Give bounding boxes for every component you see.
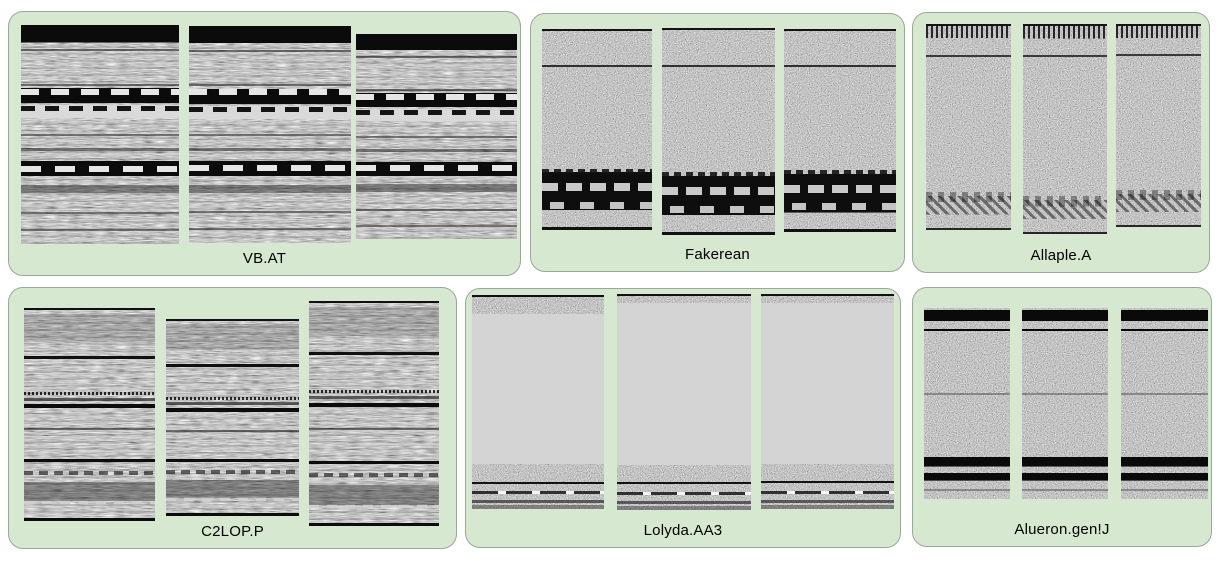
malware-sample-image: [1116, 24, 1201, 227]
noise-texture: [926, 24, 1011, 230]
noise-texture: [189, 26, 351, 243]
malware-sample-image: [356, 34, 517, 239]
noise-texture: [472, 295, 604, 509]
malware-sample-image: [189, 26, 351, 243]
malware-sample-image: [166, 319, 299, 516]
family-label: Allaple.A: [1030, 247, 1092, 264]
family-label: Fakerean: [685, 246, 750, 263]
malware-sample-image: [472, 295, 604, 509]
family-label: Lolyda.AA3: [643, 522, 723, 539]
malware-sample-image: [784, 29, 896, 232]
malware-sample-image: [924, 308, 1010, 499]
malware-sample-image: [662, 28, 775, 235]
noise-texture: [784, 29, 896, 232]
noise-texture: [1023, 24, 1107, 234]
malware-sample-image: [21, 25, 179, 244]
family-panel-alueron: Alueron.gen!J: [912, 287, 1212, 547]
noise-texture: [1121, 308, 1208, 499]
family-panel-c2lop: C2LOP.P: [8, 287, 457, 549]
noise-texture: [166, 319, 299, 516]
malware-sample-image: [926, 24, 1011, 230]
malware-sample-image: [1023, 24, 1107, 234]
noise-texture: [1022, 308, 1108, 499]
noise-texture: [309, 301, 439, 526]
malware-sample-image: [542, 29, 652, 230]
malware-sample-image: [1022, 308, 1108, 499]
noise-texture: [924, 308, 1010, 499]
malware-sample-image: [761, 294, 894, 509]
family-panel-allaple: Allaple.A: [912, 12, 1210, 273]
noise-texture: [617, 294, 751, 510]
malware-sample-image: [1121, 308, 1208, 499]
family-panel-vbat: VB.AT: [8, 11, 521, 276]
noise-texture: [1116, 24, 1201, 227]
family-panel-fakerean: Fakerean: [530, 13, 905, 272]
malware-sample-image: [24, 308, 155, 521]
noise-texture: [21, 25, 179, 244]
malware-sample-image: [309, 301, 439, 526]
malware-sample-image: [617, 294, 751, 510]
noise-texture: [356, 34, 517, 239]
noise-texture: [24, 308, 155, 521]
family-label: C2LOP.P: [201, 523, 264, 540]
family-panel-lolyda: Lolyda.AA3: [465, 288, 901, 548]
noise-texture: [662, 28, 775, 235]
noise-texture: [542, 29, 652, 230]
noise-texture: [761, 294, 894, 509]
family-label: VB.AT: [242, 250, 287, 267]
family-label: Alueron.gen!J: [1014, 521, 1110, 538]
